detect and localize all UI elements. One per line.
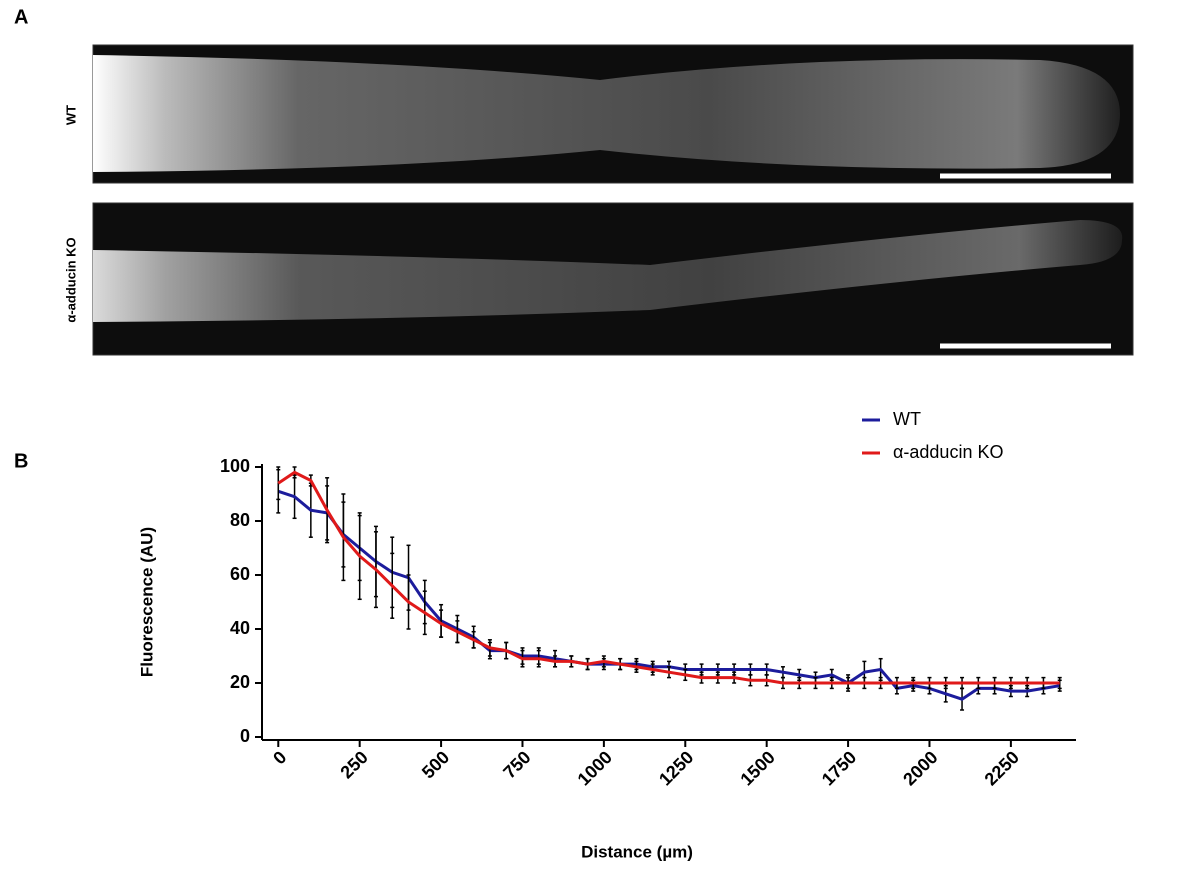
x-tick-label: 2250 [981, 747, 1023, 789]
tissue [93, 55, 1120, 172]
legend-label: α-adducin KO [893, 442, 1003, 462]
image-label: α-adducin KO [63, 237, 78, 322]
legend-label: WT [893, 409, 921, 429]
x-tick-label: 1750 [818, 747, 860, 789]
tissue [93, 220, 1123, 322]
y-tick-label: 80 [230, 510, 250, 530]
y-tick-label: 40 [230, 618, 250, 638]
x-tick-label: 1250 [655, 747, 697, 789]
series-line [277, 470, 1060, 685]
x-tick-label: 1000 [574, 747, 616, 789]
panel-label: A [14, 6, 28, 28]
x-tick-label: 2000 [899, 747, 941, 789]
x-tick-label: 250 [336, 747, 371, 782]
y-axis-label: Fluorescence (AU) [137, 527, 156, 677]
image-label: WT [63, 105, 78, 125]
x-axis-label: Distance (µm) [581, 842, 693, 861]
x-tick-label: 0 [269, 747, 290, 768]
x-tick-label: 750 [499, 747, 534, 782]
x-tick-label: 500 [418, 747, 453, 782]
x-tick-label: 1500 [736, 747, 778, 789]
y-tick-label: 60 [230, 564, 250, 584]
y-tick-label: 20 [230, 672, 250, 692]
y-tick-label: 100 [220, 456, 250, 476]
y-tick-label: 0 [240, 726, 250, 746]
panel-label: B [14, 450, 28, 472]
